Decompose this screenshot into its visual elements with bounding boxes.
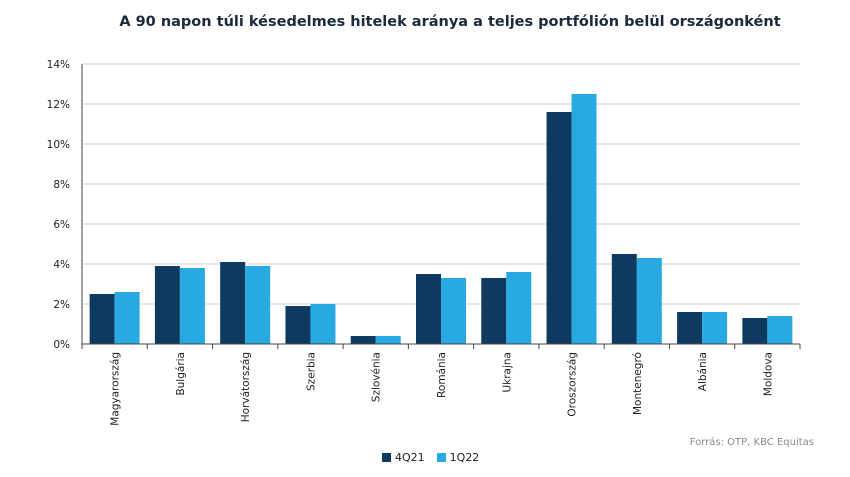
bar-1q22	[179, 268, 205, 344]
legend-item-series-1: 4Q21	[382, 451, 425, 464]
bar-4q21	[285, 306, 311, 344]
bar-1q22	[375, 336, 401, 344]
x-tick-label: Oroszország	[567, 352, 579, 417]
bar-4q21	[677, 312, 703, 344]
bar-4q21	[350, 336, 376, 344]
x-tick-label: Montenegró	[632, 352, 644, 415]
bar-1q22	[310, 304, 336, 344]
y-tick-label: 0%	[53, 339, 70, 351]
y-tick-label: 4%	[53, 259, 70, 271]
legend-item-series-2: 1Q22	[436, 451, 480, 464]
legend-label-series-1: 4Q21	[395, 451, 425, 464]
x-tick-label: Magyarország	[110, 352, 122, 426]
bar-1q22	[114, 292, 140, 344]
x-tick-label: Bulgária	[175, 352, 187, 396]
legend-swatch-series-2	[436, 453, 446, 462]
bar-4q21	[742, 318, 768, 344]
bar-4q21	[546, 112, 572, 344]
y-tick-label: 14%	[47, 59, 70, 71]
y-tick-label: 10%	[47, 139, 70, 151]
bar-4q21	[611, 254, 637, 344]
y-tick-label: 6%	[53, 219, 70, 231]
x-tick-label: Albánia	[697, 352, 709, 391]
bar-4q21	[416, 274, 441, 344]
bar-4q21	[89, 294, 115, 344]
bar-1q22	[441, 278, 466, 344]
chart-title: A 90 napon túli késedelmes hitelek arány…	[119, 14, 781, 30]
x-tick-label: Szerbia	[305, 352, 317, 391]
bar-1q22	[571, 94, 597, 344]
y-tick-label: 8%	[53, 179, 70, 191]
bar-1q22	[506, 272, 532, 344]
legend-label-series-2: 1Q22	[449, 451, 480, 464]
y-tick-label: 12%	[47, 99, 70, 111]
bar-4q21	[481, 278, 507, 344]
bar-1q22	[767, 316, 793, 344]
x-tick-label: Horvátország	[240, 352, 252, 422]
x-tick-label: Románia	[436, 352, 448, 398]
x-tick-label: Moldova	[762, 352, 774, 396]
legend-swatch-series-1	[382, 453, 391, 462]
bar-1q22	[636, 258, 662, 344]
bar-1q22	[702, 312, 728, 344]
y-tick-label: 2%	[53, 299, 70, 311]
source-note: Forrás: OTP, KBC Equitas	[689, 437, 814, 448]
bar-4q21	[154, 266, 180, 344]
x-tick-label: Ukrajna	[501, 352, 513, 393]
bar-4q21	[220, 262, 246, 344]
legend: 4Q21 1Q22	[382, 451, 479, 464]
bar-1q22	[245, 266, 271, 344]
x-tick-label: Szlovénia	[371, 352, 383, 402]
